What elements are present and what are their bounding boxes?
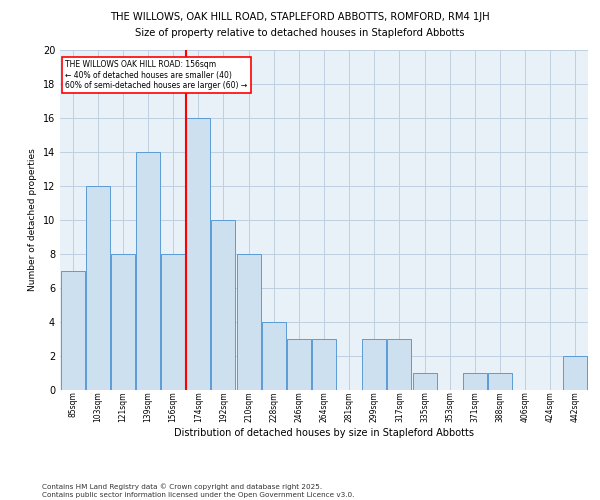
Bar — [388, 339, 412, 390]
Bar — [488, 373, 512, 390]
Bar — [136, 152, 160, 390]
Bar — [187, 118, 210, 390]
Bar — [287, 339, 311, 390]
Bar — [312, 339, 336, 390]
Bar — [161, 254, 185, 390]
Bar — [463, 373, 487, 390]
Bar — [86, 186, 110, 390]
Bar — [61, 271, 85, 390]
Bar — [111, 254, 135, 390]
Text: THE WILLOWS, OAK HILL ROAD, STAPLEFORD ABBOTTS, ROMFORD, RM4 1JH: THE WILLOWS, OAK HILL ROAD, STAPLEFORD A… — [110, 12, 490, 22]
Bar — [236, 254, 260, 390]
Bar — [563, 356, 587, 390]
Y-axis label: Number of detached properties: Number of detached properties — [28, 148, 37, 292]
X-axis label: Distribution of detached houses by size in Stapleford Abbotts: Distribution of detached houses by size … — [174, 428, 474, 438]
Bar — [413, 373, 437, 390]
Bar — [211, 220, 235, 390]
Text: Contains HM Land Registry data © Crown copyright and database right 2025.
Contai: Contains HM Land Registry data © Crown c… — [42, 484, 355, 498]
Text: Size of property relative to detached houses in Stapleford Abbotts: Size of property relative to detached ho… — [135, 28, 465, 38]
Bar — [362, 339, 386, 390]
Bar — [262, 322, 286, 390]
Text: THE WILLOWS OAK HILL ROAD: 156sqm
← 40% of detached houses are smaller (40)
60% : THE WILLOWS OAK HILL ROAD: 156sqm ← 40% … — [65, 60, 248, 90]
